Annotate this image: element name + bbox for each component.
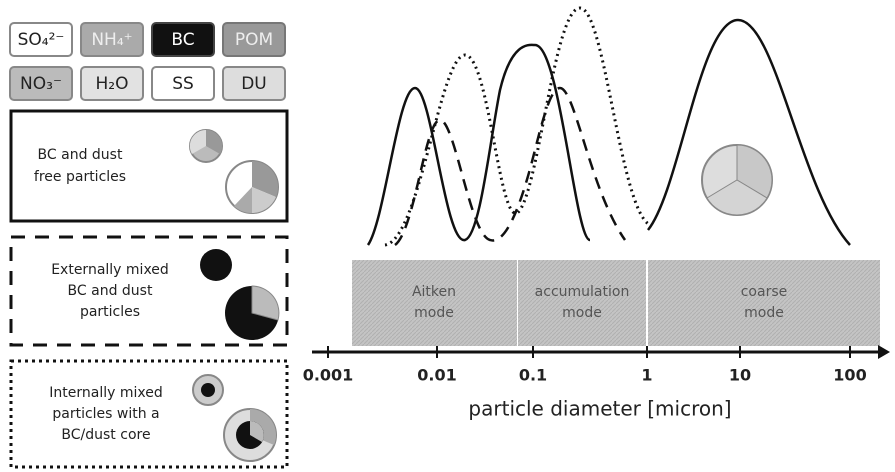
- chip-label: POM: [235, 30, 273, 50]
- box-text: free particles: [34, 169, 126, 185]
- pie: [200, 249, 232, 281]
- mode-label: mode: [744, 305, 784, 321]
- chip-label: SS: [172, 74, 194, 94]
- mode-region: [648, 260, 880, 346]
- box-text: BC/dust core: [61, 427, 150, 443]
- pie: [193, 375, 223, 405]
- pie: [190, 130, 222, 162]
- legend: SO₄²⁻ NH₄⁺ BC POM NO₃⁻ H₂O SS DU: [10, 23, 285, 100]
- tick-label: 1: [641, 366, 652, 385]
- mode-label: mode: [414, 305, 454, 321]
- tick-label: 100: [833, 366, 866, 385]
- solid-curve: [368, 45, 590, 245]
- axis-title: particle diameter [micron]: [468, 397, 731, 421]
- chip-label: DU: [241, 74, 267, 94]
- box-text: particles: [80, 304, 140, 320]
- chip-label: BC: [171, 30, 194, 50]
- mode-region: [518, 260, 646, 346]
- axis-arrow: [878, 345, 890, 359]
- figure: SO₄²⁻ NH₄⁺ BC POM NO₃⁻ H₂O SS DU BC and …: [0, 0, 895, 472]
- dashed-curve: [395, 88, 625, 245]
- mode-label: mode: [562, 305, 602, 321]
- chip-label: NO₃⁻: [20, 74, 62, 94]
- tick-label: 0.1: [519, 366, 547, 385]
- pie: [226, 161, 278, 213]
- pie: [224, 409, 276, 461]
- box-text: Externally mixed: [51, 262, 169, 278]
- box-text: Internally mixed: [49, 385, 162, 401]
- mode-label: Aitken: [412, 284, 456, 300]
- mode-label: coarse: [741, 284, 788, 300]
- chip-label: H₂O: [96, 74, 129, 94]
- tick-label: 0.001: [303, 366, 354, 385]
- mode-region: [352, 260, 517, 346]
- box-text: particles with a: [52, 406, 159, 422]
- box-text: BC and dust: [38, 147, 123, 163]
- tick-label: 10: [729, 366, 751, 385]
- pie: [702, 145, 772, 215]
- tick-label: 0.01: [417, 366, 456, 385]
- box-text: BC and dust: [68, 283, 153, 299]
- chip-label: SO₄²⁻: [18, 30, 65, 50]
- chip-label: NH₄⁺: [91, 30, 132, 50]
- pie: [225, 286, 279, 340]
- mode-label: accumulation: [535, 284, 630, 300]
